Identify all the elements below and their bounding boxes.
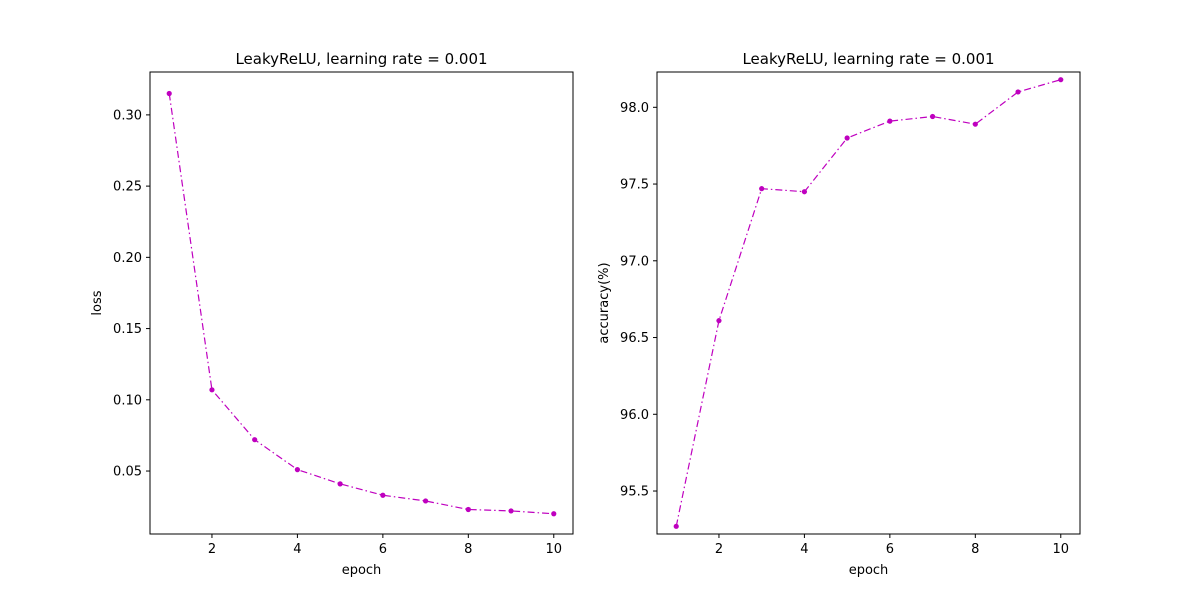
accuracy-x-tick-label: 2: [715, 542, 723, 557]
accuracy-y-tick-label: 97.0: [620, 254, 649, 269]
loss-x-tick-label: 2: [208, 542, 216, 557]
loss-x-tick-label: 10: [545, 542, 562, 557]
accuracy-data-point: [1015, 89, 1021, 95]
loss-data-point: [551, 511, 557, 517]
loss-x-axis-label: epoch: [342, 563, 382, 578]
accuracy-y-axis-label: accuracy(%): [597, 262, 612, 343]
accuracy-plot-area: [656, 71, 1081, 535]
loss-data-point: [166, 90, 172, 97]
accuracy-y-tick-label: 98.0: [620, 101, 649, 116]
accuracy-series-line: [675, 79, 1061, 527]
accuracy-x-ticks: 2 4 6 8 10: [715, 534, 1069, 557]
accuracy-x-tick-label: 4: [800, 542, 808, 557]
loss-y-tick-label: 0.30: [113, 108, 142, 123]
loss-data-point: [294, 467, 301, 473]
accuracy-data-point: [759, 186, 765, 192]
loss-chart-title: LeakyReLU, learning rate = 0.001: [235, 50, 487, 68]
loss-y-tick-label: 0.25: [113, 180, 142, 195]
loss-data-point: [380, 492, 386, 498]
loss-y-tick-label: 0.15: [113, 322, 142, 337]
accuracy-y-tick-label: 96.5: [620, 331, 649, 346]
accuracy-y-tick-label: 96.0: [620, 408, 649, 423]
accuracy-data-point: [844, 135, 850, 141]
accuracy-data-point: [716, 318, 722, 324]
loss-x-tick-label: 8: [464, 542, 472, 557]
loss-y-axis-label: loss: [90, 290, 105, 315]
loss-y-tick-label: 0.05: [113, 465, 142, 480]
loss-x-tick-label: 4: [293, 542, 301, 557]
accuracy-chart-title: LeakyReLU, learning rate = 0.001: [742, 50, 994, 68]
loss-series: [166, 90, 557, 517]
loss-plot-area: [149, 71, 574, 535]
loss-y-tick-label: 0.10: [113, 393, 142, 408]
accuracy-data-point: [972, 121, 978, 127]
loss-x-ticks: 2 4 6 8 10: [208, 534, 562, 557]
loss-data-point: [252, 437, 258, 443]
loss-data-point: [209, 387, 215, 393]
accuracy-subplot: LeakyReLU, learning rate = 0.001 2 4 6 8 10 …: [597, 50, 1081, 578]
loss-x-tick-label: 6: [379, 542, 387, 557]
accuracy-x-tick-label: 8: [971, 542, 979, 557]
accuracy-y-tick-label: 97.5: [620, 178, 649, 193]
loss-data-point: [337, 481, 343, 487]
accuracy-x-axis-label: epoch: [849, 563, 889, 578]
accuracy-x-tick-label: 6: [886, 542, 894, 557]
accuracy-y-tick-label: 95.5: [620, 485, 649, 500]
loss-series-line: [168, 93, 554, 515]
loss-y-ticks: 0.05 0.10 0.15 0.20 0.25 0.30: [113, 108, 150, 480]
accuracy-data-point: [1058, 77, 1064, 83]
accuracy-data-point: [673, 523, 679, 529]
accuracy-data-point: [929, 113, 936, 120]
accuracy-data-point: [887, 118, 893, 124]
loss-y-tick-label: 0.20: [113, 251, 142, 266]
loss-data-point: [465, 506, 471, 513]
loss-subplot: LeakyReLU, learning rate = 0.001 2 4 6 8 10 …: [90, 50, 574, 578]
accuracy-x-tick-label: 10: [1052, 542, 1069, 557]
accuracy-y-ticks: 95.5 96.0 96.5 97.0 97.5 98.0: [620, 101, 657, 500]
loss-data-point: [422, 498, 429, 504]
accuracy-series: [673, 77, 1064, 529]
accuracy-data-point: [801, 189, 808, 195]
loss-data-point: [508, 508, 514, 514]
